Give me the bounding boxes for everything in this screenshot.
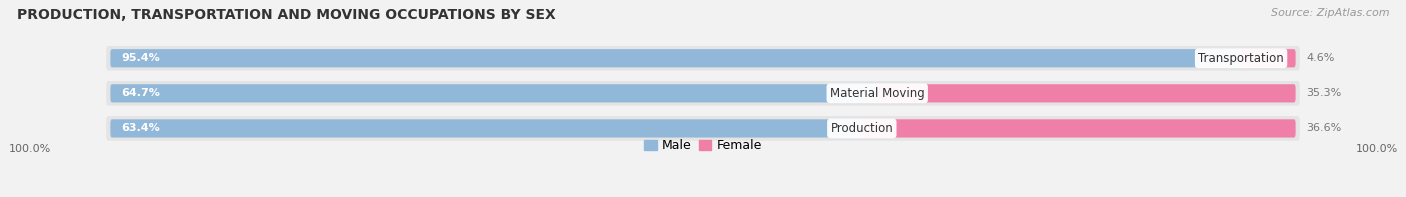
Text: Material Moving: Material Moving — [830, 87, 925, 100]
Text: 36.6%: 36.6% — [1306, 123, 1341, 133]
FancyBboxPatch shape — [111, 119, 862, 138]
FancyBboxPatch shape — [877, 84, 1295, 102]
Text: 100.0%: 100.0% — [8, 144, 51, 154]
FancyBboxPatch shape — [107, 116, 1299, 141]
Text: PRODUCTION, TRANSPORTATION AND MOVING OCCUPATIONS BY SEX: PRODUCTION, TRANSPORTATION AND MOVING OC… — [17, 8, 555, 22]
FancyBboxPatch shape — [111, 84, 877, 102]
Text: 64.7%: 64.7% — [121, 88, 160, 98]
Text: 95.4%: 95.4% — [121, 53, 160, 63]
FancyBboxPatch shape — [107, 46, 1299, 71]
Text: Production: Production — [831, 122, 893, 135]
Text: 4.6%: 4.6% — [1306, 53, 1336, 63]
Text: Transportation: Transportation — [1198, 52, 1284, 65]
FancyBboxPatch shape — [862, 119, 1295, 138]
Text: 63.4%: 63.4% — [121, 123, 160, 133]
Text: Source: ZipAtlas.com: Source: ZipAtlas.com — [1271, 8, 1389, 18]
FancyBboxPatch shape — [1241, 49, 1295, 67]
FancyBboxPatch shape — [107, 81, 1299, 106]
Text: 35.3%: 35.3% — [1306, 88, 1341, 98]
FancyBboxPatch shape — [111, 49, 1241, 67]
Text: 100.0%: 100.0% — [1355, 144, 1398, 154]
Legend: Male, Female: Male, Female — [640, 134, 766, 157]
